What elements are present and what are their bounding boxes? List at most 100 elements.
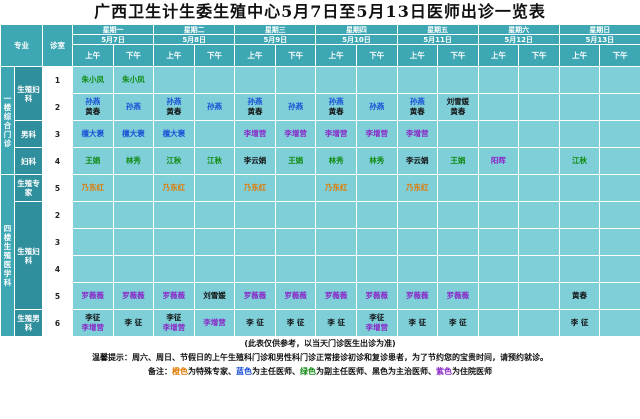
schedule-cell: [437, 201, 479, 229]
schedule-cell: [518, 66, 560, 94]
group-label: 生殖男科: [14, 309, 43, 337]
schedule-cell: [112, 228, 155, 256]
doctor-name: 孙燕: [409, 97, 425, 106]
table-row: 3: [1, 228, 640, 256]
schedule-cell: 阳晖: [477, 147, 520, 175]
doctor-name: 乃东红: [162, 183, 186, 192]
doctor-name: 李增营: [284, 129, 307, 138]
table-row: 4: [1, 255, 640, 283]
schedule-cell: [193, 174, 236, 202]
schedule-cell: [558, 255, 601, 283]
doctor-name: 罗薇薇: [324, 291, 348, 300]
schedule-cell: [234, 228, 276, 256]
doctor-name: 孙燕: [125, 102, 141, 111]
doctor-name: 黄春: [166, 107, 182, 116]
doctor-name: 朱小凤: [81, 75, 105, 84]
schedule-cell: [396, 66, 439, 94]
pm-header: 下午: [193, 44, 236, 67]
room-number: 3: [42, 228, 73, 256]
schedule-cell: [599, 309, 640, 337]
header-row-dates: 5月7日 5月8日 5月9日 5月10日 5月11日 5月12日 5月13日: [1, 34, 640, 45]
room-number: 3: [42, 120, 73, 148]
schedule-cell: 李增营: [193, 309, 236, 337]
reference-note: (此表仅供参考，以当天门诊医生出诊为准): [244, 339, 396, 348]
doctor-name: 李 征: [449, 318, 467, 327]
schedule-cell: [558, 120, 601, 148]
legend-orange: 橙色: [172, 367, 188, 376]
schedule-cell: 罗薇薇: [153, 282, 195, 310]
am-header: 上午: [558, 44, 601, 67]
doctor-name: 孙燕: [166, 97, 182, 106]
pm-header: 下午: [274, 44, 317, 67]
schedule-cell: 李 征: [315, 309, 357, 337]
am-header: 上午: [234, 44, 276, 67]
room-number: 1: [42, 66, 73, 94]
date-header: 5月8日: [153, 34, 236, 45]
doctor-name: 孙燕: [206, 102, 222, 111]
doctor-name: 罗薇薇: [446, 291, 470, 300]
am-header: 上午: [72, 44, 114, 67]
doctor-name: 李 征: [408, 318, 427, 327]
legend-blue: 蓝色: [236, 367, 252, 376]
room-number: 2: [42, 201, 73, 229]
schedule-cell: [599, 201, 640, 229]
doctor-name: 檀大褒: [162, 129, 186, 138]
schedule-cell: 李征 李增营: [72, 309, 114, 337]
doctor-name: 林秀: [125, 156, 141, 165]
schedule-cell: [112, 174, 155, 202]
date-header: 5月9日: [234, 34, 317, 45]
schedule-cell: [437, 66, 479, 94]
doctor-name: 罗薇薇: [122, 291, 145, 300]
schedule-cell: [518, 93, 560, 121]
schedule-cell: [72, 255, 114, 283]
schedule-cell: [274, 201, 317, 229]
doctor-name: 阳晖: [490, 156, 506, 165]
doctor-name: 罗薇薇: [81, 291, 105, 300]
doctor-name: 李增营: [203, 318, 226, 327]
doctor-name: 孙燕: [247, 97, 263, 106]
schedule-cell: [396, 228, 439, 256]
schedule-cell: 李 征: [274, 309, 317, 337]
schedule-cell: [518, 255, 560, 283]
floor-label: 一楼综合门诊: [0, 66, 15, 175]
schedule-cell: [477, 309, 520, 337]
schedule-cell: [518, 228, 560, 256]
doctor-name: 黄春: [247, 107, 263, 116]
table-row: 四楼生殖医学科 生殖专家 5 乃东红 乃东红 乃东红 乃东红 乃东红: [0, 174, 640, 337]
schedule-cell: [599, 66, 640, 94]
room-number: 2: [42, 93, 73, 121]
header-row-ampm: 上午 下午 上午 下午 上午 下午 上午 下午 上午 下午 上午 下午 上午 下午: [1, 44, 640, 67]
day-header: 星期二: [153, 24, 236, 35]
schedule-cell: 孙燕: [112, 93, 155, 121]
schedule-cell: [274, 255, 317, 283]
schedule-cell: [518, 201, 560, 229]
schedule-cell: [315, 66, 357, 94]
schedule-cell: 王娟: [274, 147, 317, 175]
doctor-name: 李云娟: [243, 156, 267, 165]
schedule-cell: 林秀: [315, 147, 357, 175]
pm-header: 下午: [437, 44, 479, 67]
date-header: 5月12日: [477, 34, 560, 45]
day-header: 星期六: [477, 24, 560, 35]
schedule-cell: [355, 201, 398, 229]
doctor-name: 李 征: [570, 318, 589, 327]
schedule-cell: [477, 282, 520, 310]
schedule-cell: 朱小凤: [112, 66, 155, 94]
schedule-cell: [193, 228, 236, 256]
schedule-cell: [274, 66, 317, 94]
schedule-cell: 檀大褒: [153, 120, 195, 148]
schedule-cell: [234, 201, 276, 229]
schedule-cell: 李 征: [437, 309, 479, 337]
schedule-cell: 李增营: [355, 120, 398, 148]
date-header: 5月13日: [558, 34, 640, 45]
schedule-cell: [518, 174, 560, 202]
doctor-name: 江秋: [166, 156, 182, 165]
schedule-cell: 罗薇薇: [437, 282, 479, 310]
doctor-name: 李增营: [365, 129, 388, 138]
schedule-cell: [558, 174, 601, 202]
pm-header: 下午: [599, 44, 640, 67]
schedule-cell: 黄春: [558, 282, 601, 310]
legend-prefix: 备注：: [148, 367, 172, 376]
doctor-name: 罗薇薇: [365, 291, 388, 300]
schedule-cell: 罗薇薇: [274, 282, 317, 310]
